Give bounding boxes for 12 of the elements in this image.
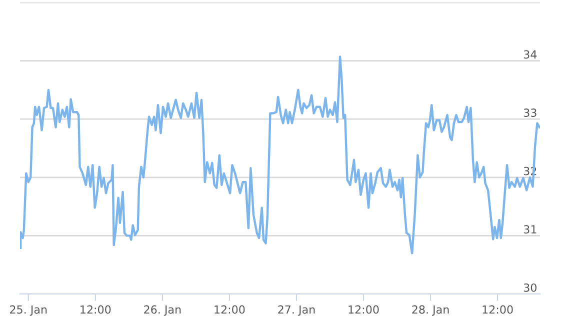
x-tick-label: 27. Jan bbox=[278, 305, 315, 316]
x-tick-label: 26. Jan bbox=[144, 305, 181, 316]
y-tick-label: 34 bbox=[524, 50, 537, 59]
x-tick-label: 12:00 bbox=[80, 305, 111, 314]
x-tick-label: 25. Jan bbox=[10, 305, 47, 316]
x-tick-label: 12:00 bbox=[348, 305, 379, 314]
x-tick-label: 28. Jan bbox=[412, 305, 449, 316]
y-tick-label: 30 bbox=[524, 283, 536, 292]
x-tick-label: 12:00 bbox=[214, 305, 245, 314]
y-tick-label: 33 bbox=[524, 108, 536, 117]
y-tick-label: 31 bbox=[524, 225, 536, 234]
x-tick-label: 12:00 bbox=[482, 305, 513, 314]
